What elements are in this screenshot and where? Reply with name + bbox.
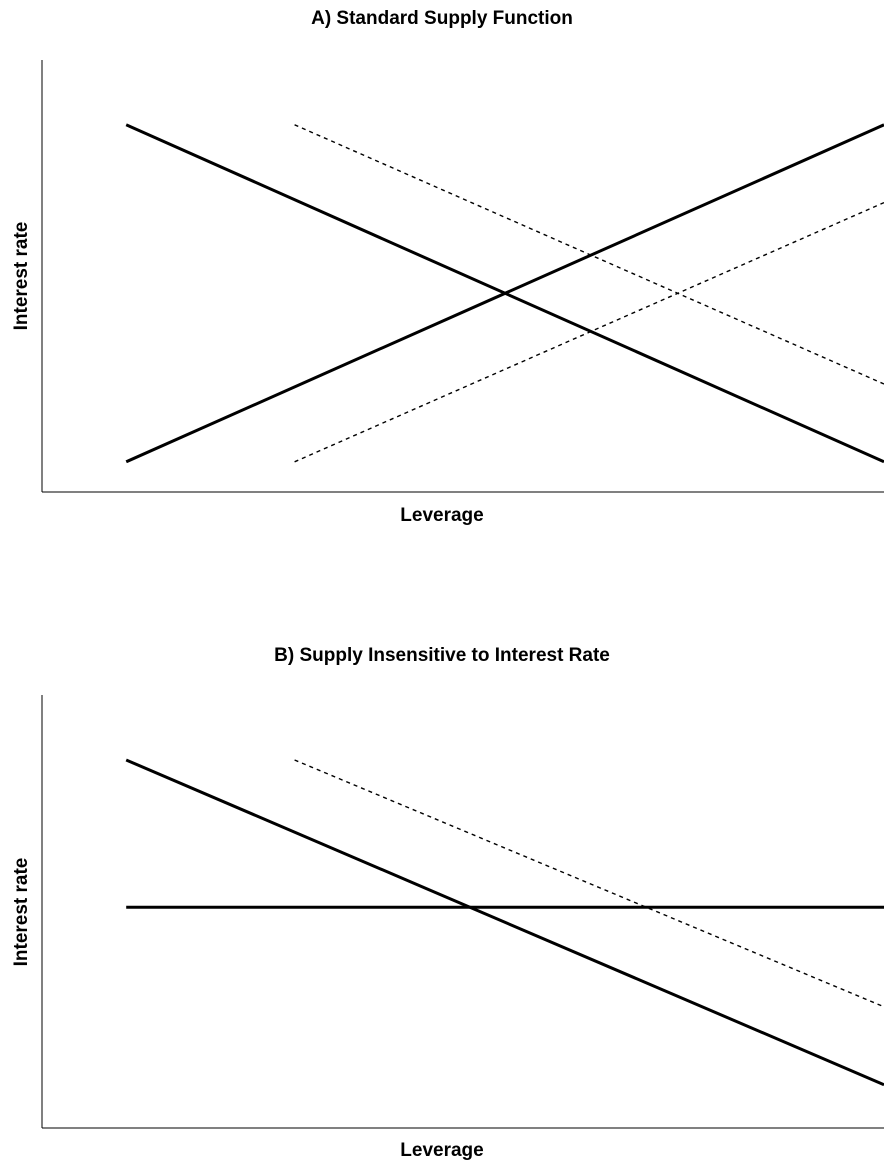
chart-a-series: [125, 123, 884, 464]
chart-b-series-d-line: [125, 758, 884, 1087]
chart-b-series-d-prime-line: [294, 759, 884, 1008]
chart-a-series-d-prime-line: [294, 124, 884, 385]
chart-b-x-axis-label: Leverage: [400, 1140, 484, 1161]
chart-a-x-axis-label: Leverage: [400, 505, 484, 526]
chart-a-series-d-line: [125, 123, 884, 464]
chart-b: S = S'DD': [41, 695, 884, 1129]
chart-b-series: [125, 758, 884, 1087]
chart-a-title: A) Standard Supply Function: [311, 8, 573, 29]
chart-b-title: B) Supply Insensitive to Interest Rate: [274, 645, 610, 666]
chart-a: SS'DD': [41, 60, 884, 493]
chart-b-axes: [41, 695, 884, 1129]
chart-a-axes: [41, 60, 884, 493]
